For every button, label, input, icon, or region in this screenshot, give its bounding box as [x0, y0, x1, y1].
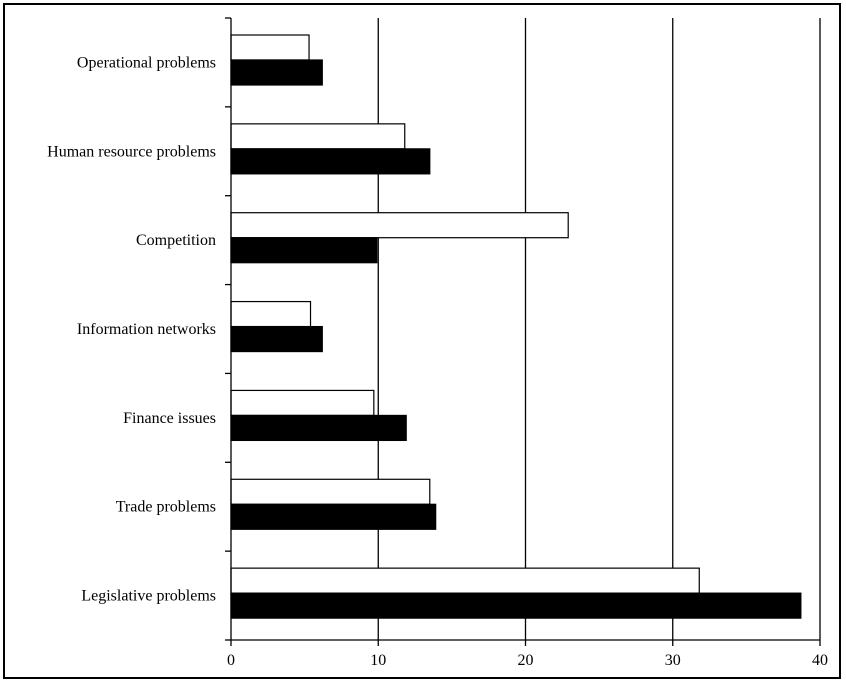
bar-series1-legislative-problems: [230, 567, 700, 594]
category-label: Competition: [136, 232, 216, 249]
category-labels: Operational problems Human resource probl…: [47, 54, 216, 604]
bar-series2-information-networks: [230, 325, 323, 353]
bars: [230, 34, 802, 619]
gridlines: [377, 18, 821, 640]
bar-series1-finance-issues: [230, 389, 375, 417]
category-label: Operational problems: [77, 54, 216, 71]
bar-series2-legislative-problems: [230, 592, 802, 619]
x-tick-label-40: 40: [812, 652, 828, 669]
bar-series2-finance-issues: [230, 414, 407, 442]
chart-frame: [3, 3, 841, 679]
x-tick-label-20: 20: [518, 652, 534, 669]
category-label: Legislative problems: [81, 588, 216, 605]
bar-series2-operational-problems: [230, 59, 323, 86]
category-label: Human resource problems: [47, 143, 216, 160]
bar-series1-information-networks: [230, 300, 312, 328]
x-tick-label-30: 30: [665, 652, 681, 669]
x-tick-label-0: 0: [227, 652, 235, 669]
category-label: Information networks: [77, 321, 216, 338]
bar-series1-competition: [230, 212, 569, 239]
category-label: Finance issues: [123, 410, 216, 427]
axes: [225, 17, 821, 646]
category-label: Trade problems: [116, 499, 216, 516]
bar-series1-operational-problems: [230, 34, 310, 61]
bar-series2-trade-problems: [230, 503, 437, 530]
bar-series2-human-resource-problems: [230, 148, 431, 175]
x-tick-label-10: 10: [370, 652, 386, 669]
bar-series2-competition: [230, 237, 378, 264]
bar-series1-human-resource-problems: [230, 123, 406, 150]
x-tick-labels: 0 10 20 30 40: [227, 652, 828, 669]
bar-series1-trade-problems: [230, 478, 431, 505]
